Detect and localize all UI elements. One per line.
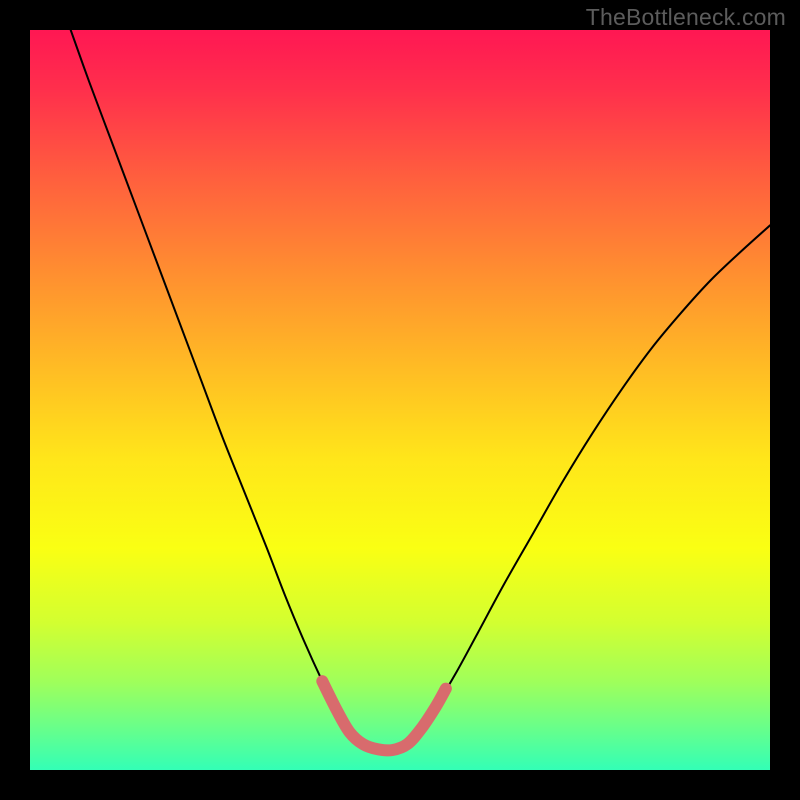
- plot-svg: [30, 30, 770, 770]
- bottleneck-curve: [71, 30, 770, 750]
- chart-canvas: TheBottleneck.com: [0, 0, 800, 800]
- plot-area: [30, 30, 770, 770]
- minimum-highlight: [322, 681, 446, 750]
- watermark-text: TheBottleneck.com: [586, 4, 786, 31]
